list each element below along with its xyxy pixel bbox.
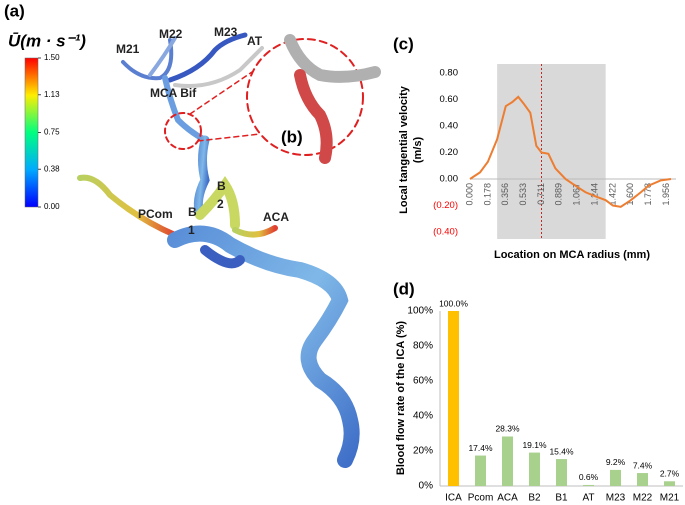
x-tick-label: 1.244 xyxy=(589,183,599,206)
x-tick-label: 1.778 xyxy=(643,183,653,206)
x-tick-label: 1.067 xyxy=(572,183,582,206)
y-axis-label: (m/s) xyxy=(412,137,424,164)
bar xyxy=(448,311,459,486)
inset-label: (b) xyxy=(281,127,303,146)
y-tick-label: 40% xyxy=(413,411,433,422)
vessel-illustration xyxy=(77,32,381,468)
x-axis-label: Location on MCA radius (mm) xyxy=(494,249,650,261)
colorbar-tick-label: 0.00 xyxy=(44,202,60,211)
y-tick-label: 0.40 xyxy=(440,121,459,132)
x-tick-label: M22 xyxy=(633,493,653,504)
bar xyxy=(502,436,513,486)
vessel-label: ACA xyxy=(263,210,289,224)
y-axis-label: Local tangential velocity xyxy=(398,85,410,214)
vessel-label: B xyxy=(188,205,197,219)
value-label: 2.7% xyxy=(660,469,680,479)
x-tick-label: 0.533 xyxy=(518,183,528,206)
bar xyxy=(583,484,594,486)
colorbar-title: Ū(m · s⁻¹) xyxy=(8,31,86,50)
colorbar-tick-label: 0.75 xyxy=(44,128,60,137)
y-tick-label: 0.80 xyxy=(440,68,459,79)
vessel-label: B xyxy=(217,179,226,193)
line-series xyxy=(469,95,672,208)
y-tick-label: 0.00 xyxy=(440,174,459,185)
bar xyxy=(610,469,621,486)
value-label: 9.2% xyxy=(606,457,626,467)
y-tick-label: (0.20) xyxy=(433,200,458,211)
bar xyxy=(529,452,540,486)
vessel-label: M22 xyxy=(159,27,183,41)
vessel-label: PCom xyxy=(138,207,173,221)
value-label: 100.0% xyxy=(439,298,468,308)
x-tick-label: 0.711 xyxy=(536,183,546,205)
y-tick-label: 100% xyxy=(407,306,433,317)
y-tick-label: 20% xyxy=(413,446,433,457)
panel-label: (d) xyxy=(393,279,415,298)
bar xyxy=(556,459,567,486)
x-tick-label: B2 xyxy=(528,493,541,504)
panel-label: (a) xyxy=(4,1,25,20)
y-tick-label: 80% xyxy=(413,341,433,352)
x-tick-label: Pcom xyxy=(468,493,494,504)
y-tick-label: 0% xyxy=(419,481,434,492)
x-tick-label: M23 xyxy=(606,493,626,504)
colorbar xyxy=(24,57,39,208)
x-tick-label: ICA xyxy=(445,493,462,504)
value-label: 15.4% xyxy=(549,446,574,456)
x-tick-label: 0.356 xyxy=(500,183,510,206)
y-tick-label: 0.60 xyxy=(440,94,459,105)
x-tick-label: B1 xyxy=(555,493,568,504)
panel-label: (c) xyxy=(393,34,414,53)
colorbar-tick-label: 1.13 xyxy=(44,90,60,99)
y-tick-label: 60% xyxy=(413,376,433,387)
colorbar-tick-label: 0.38 xyxy=(44,164,60,173)
vessel-label: M23 xyxy=(214,25,238,39)
y-axis-label: Blood flow rate of the ICA (%) xyxy=(395,321,407,476)
x-tick-label: 1.600 xyxy=(625,183,635,206)
x-tick-label: ACA xyxy=(497,493,518,504)
bar xyxy=(475,455,486,486)
y-tick-label: (0.40) xyxy=(433,227,458,238)
vessel-label: 1 xyxy=(188,223,195,237)
x-tick-label: 0.178 xyxy=(482,183,492,206)
value-label: 0.6% xyxy=(579,472,599,482)
x-tick-label: 0.000 xyxy=(464,183,474,206)
x-tick-label: AT xyxy=(582,493,594,504)
value-label: 17.4% xyxy=(468,443,493,453)
vessel-label: MCA Bif xyxy=(150,86,197,100)
x-tick-label: M21 xyxy=(660,493,680,504)
y-tick-label: 0.20 xyxy=(440,147,459,158)
bar xyxy=(637,473,648,486)
colorbar-tick-label: 1.50 xyxy=(44,53,60,62)
value-label: 19.1% xyxy=(522,440,547,450)
x-tick-label: 1.956 xyxy=(661,183,671,206)
shaded-range xyxy=(497,64,606,239)
vessel-label: M21 xyxy=(116,42,140,56)
x-tick-label: 1.422 xyxy=(607,183,617,206)
vessel-label: 2 xyxy=(217,197,224,211)
value-label: 7.4% xyxy=(633,460,653,470)
vessel-label: AT xyxy=(247,34,263,48)
x-tick-label: 0.889 xyxy=(554,183,564,206)
value-label: 28.3% xyxy=(495,424,520,434)
bar xyxy=(664,481,675,486)
